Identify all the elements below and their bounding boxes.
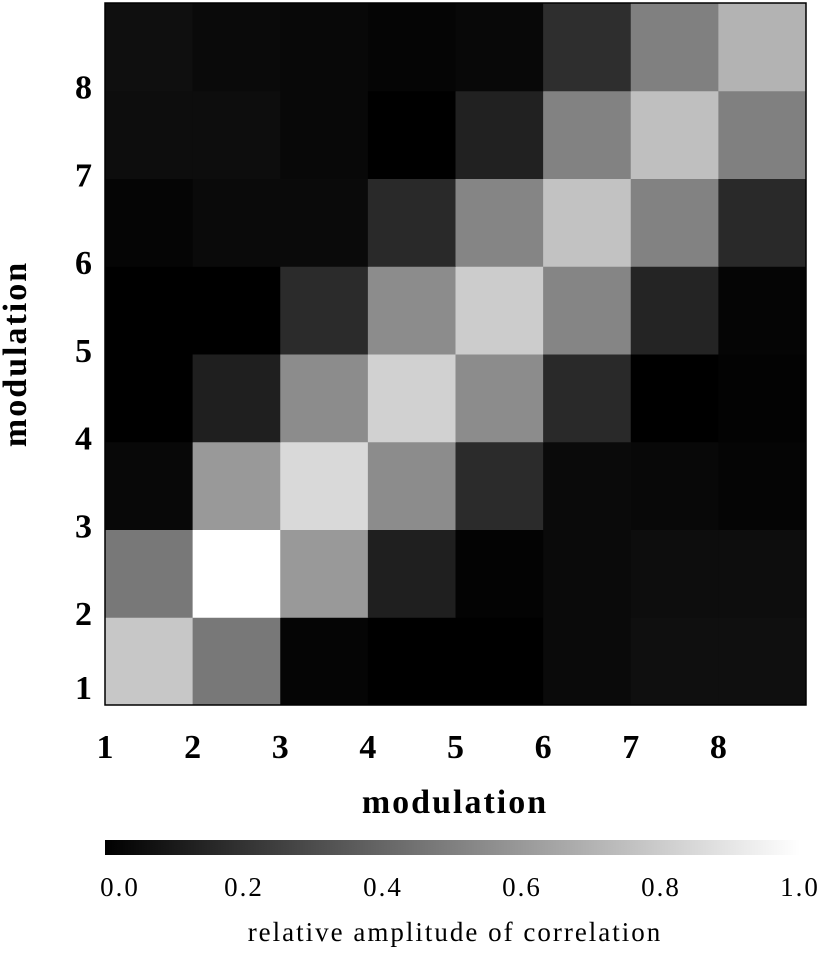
heatmap-cell bbox=[718, 617, 807, 706]
heatmap-cell bbox=[718, 266, 807, 355]
heatmap-cell bbox=[192, 266, 281, 355]
heatmap-cell bbox=[280, 529, 369, 618]
y-tick-label: 3 bbox=[75, 508, 92, 545]
heatmap-cell bbox=[367, 266, 456, 355]
heatmap-cell bbox=[105, 266, 194, 355]
heatmap-cell bbox=[192, 178, 281, 267]
y-axis-label: modulation bbox=[0, 261, 34, 447]
heatmap-cell bbox=[543, 617, 632, 706]
heatmap-cell bbox=[367, 354, 456, 443]
heatmap-cell bbox=[192, 90, 281, 179]
y-tick-label: 5 bbox=[75, 333, 92, 370]
heatmap-cell bbox=[455, 266, 544, 355]
heatmap-cell bbox=[105, 441, 194, 530]
heatmap-cell bbox=[455, 529, 544, 618]
heatmap-cell bbox=[718, 3, 807, 92]
heatmap-cell bbox=[192, 3, 281, 92]
colorbar-tick-label: 0.8 bbox=[641, 872, 681, 902]
heatmap-cell bbox=[105, 354, 194, 443]
heatmap-cell bbox=[543, 441, 632, 530]
heatmap-cell bbox=[280, 266, 369, 355]
heatmap-cell bbox=[718, 90, 807, 179]
x-tick-label: 6 bbox=[535, 729, 552, 766]
heatmap-cell bbox=[367, 90, 456, 179]
x-tick-label: 3 bbox=[272, 729, 289, 766]
heatmap-cell bbox=[718, 441, 807, 530]
heatmap-cell bbox=[280, 354, 369, 443]
heatmap-cell bbox=[192, 441, 281, 530]
heatmap-cell bbox=[192, 617, 281, 706]
heatmap-cell bbox=[105, 529, 194, 618]
heatmap-cell bbox=[367, 3, 456, 92]
y-tick-label: 6 bbox=[75, 245, 92, 282]
colorbar-tick-label: 0.0 bbox=[100, 872, 140, 902]
heatmap-cell bbox=[455, 354, 544, 443]
colorbar bbox=[105, 840, 800, 855]
heatmap-cell bbox=[367, 178, 456, 267]
heatmap-cell bbox=[192, 529, 281, 618]
heatmap-cell bbox=[543, 354, 632, 443]
heatmap-cell bbox=[718, 354, 807, 443]
colorbar-tick-label: 0.6 bbox=[502, 872, 542, 902]
heatmap-cell bbox=[718, 529, 807, 618]
heatmap-cell bbox=[367, 441, 456, 530]
heatmap-cell bbox=[630, 178, 719, 267]
heatmap-cell bbox=[367, 617, 456, 706]
heatmap-cell bbox=[280, 617, 369, 706]
colorbar-label: relative amplitude of correlation bbox=[248, 917, 663, 947]
heatmap-cell bbox=[630, 3, 719, 92]
colorbar-tick-label: 1.0 bbox=[780, 872, 820, 902]
heatmap-cell bbox=[630, 354, 719, 443]
y-tick-label: 1 bbox=[75, 670, 92, 707]
heatmap-cell bbox=[543, 178, 632, 267]
y-tick-label: 4 bbox=[75, 421, 92, 458]
plot-frame bbox=[104, 2, 807, 706]
heatmap-cell bbox=[105, 178, 194, 267]
x-tick-label: 8 bbox=[710, 729, 727, 766]
colorbar-tick-label: 0.4 bbox=[363, 872, 403, 902]
y-tick-label: 7 bbox=[75, 157, 92, 194]
heatmap-cell bbox=[455, 90, 544, 179]
heatmap-cell bbox=[543, 3, 632, 92]
heatmap-cell bbox=[718, 178, 807, 267]
heatmap-cell bbox=[543, 529, 632, 618]
heatmap-cell bbox=[367, 529, 456, 618]
heatmap-cell bbox=[192, 354, 281, 443]
colorbar-tick-label: 0.2 bbox=[224, 872, 264, 902]
y-tick-label: 2 bbox=[75, 596, 92, 633]
heatmap-cell bbox=[280, 441, 369, 530]
heatmap-cell bbox=[630, 266, 719, 355]
y-tick-label: 8 bbox=[75, 70, 92, 107]
heatmap-cell bbox=[105, 617, 194, 706]
x-tick-label: 2 bbox=[184, 729, 201, 766]
x-tick-label: 4 bbox=[359, 729, 376, 766]
heatmap-cell bbox=[630, 90, 719, 179]
heatmap-cell bbox=[455, 441, 544, 530]
heatmap-cell bbox=[280, 178, 369, 267]
x-tick-label: 7 bbox=[622, 729, 639, 766]
heatmap-cell bbox=[455, 178, 544, 267]
heatmap-cell bbox=[543, 266, 632, 355]
heatmap-cell bbox=[455, 3, 544, 92]
x-tick-label: 5 bbox=[447, 729, 464, 766]
heatmap-cell bbox=[105, 3, 194, 92]
heatmap-cell bbox=[280, 3, 369, 92]
heatmap-cell bbox=[280, 90, 369, 179]
heatmap-cell bbox=[543, 90, 632, 179]
heatmap-cell bbox=[630, 441, 719, 530]
x-tick-label: 1 bbox=[97, 729, 114, 766]
heatmap-cell bbox=[630, 617, 719, 706]
x-axis-label: modulation bbox=[362, 784, 548, 821]
heatmap-cell bbox=[105, 90, 194, 179]
heatmap-cell bbox=[630, 529, 719, 618]
heatmap-cell bbox=[455, 617, 544, 706]
